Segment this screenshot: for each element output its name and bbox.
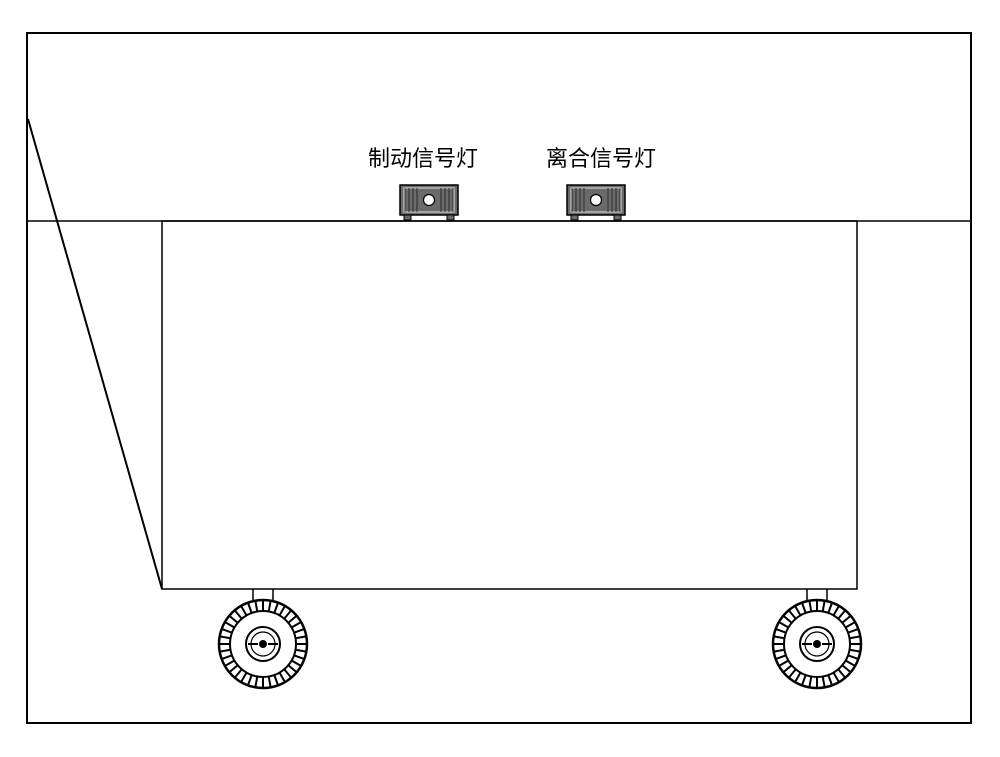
left-wheel	[219, 600, 307, 688]
body-box	[162, 221, 857, 589]
clutch-signal-label: 离合信号灯	[546, 141, 656, 173]
diagram-canvas: 制动信号灯 离合信号灯	[0, 0, 1000, 757]
clutch-signal-lamp	[567, 185, 625, 220]
windshield-line	[28, 119, 162, 589]
brake-signal-label: 制动信号灯	[368, 141, 478, 173]
brake-signal-lamp	[400, 185, 458, 220]
diagram-svg	[0, 0, 1000, 757]
right-wheel	[773, 600, 861, 688]
